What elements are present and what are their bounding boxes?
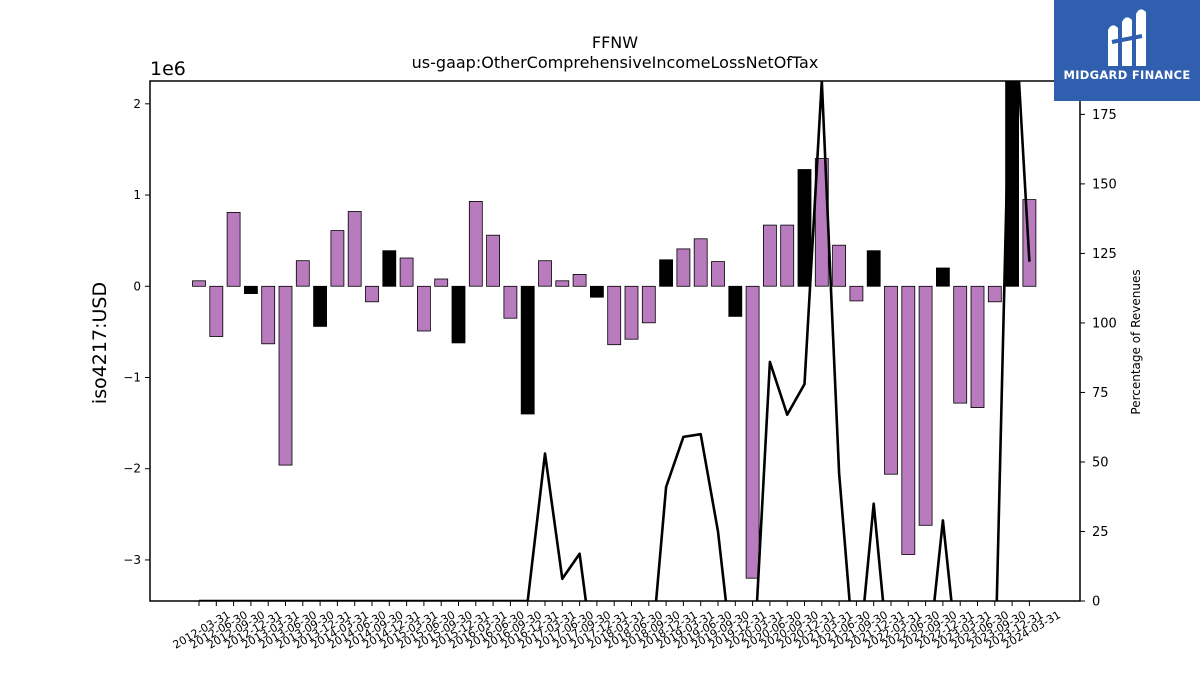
bar	[745, 285, 760, 579]
y2-tick-label: 125	[1092, 247, 1117, 262]
bar	[365, 285, 379, 303]
bar	[434, 278, 449, 287]
bar	[780, 224, 795, 287]
brand-name: MIDGARD FINANCE	[1063, 68, 1191, 82]
bar	[953, 285, 968, 404]
bar	[278, 285, 293, 466]
bar	[520, 285, 535, 415]
y2-tick-label: 0	[1092, 595, 1100, 610]
bar	[884, 285, 898, 475]
bar	[468, 200, 483, 287]
bar	[676, 248, 691, 287]
bar	[624, 285, 639, 340]
bar	[330, 230, 345, 287]
y2-tick-label: 25	[1092, 525, 1109, 540]
plot-frame	[149, 80, 1081, 602]
bar	[763, 224, 777, 287]
y2-tick-label: 100	[1092, 316, 1117, 331]
bar	[243, 285, 258, 294]
bar	[901, 285, 916, 555]
bar	[572, 273, 587, 287]
bar	[555, 280, 570, 287]
bar	[936, 267, 950, 287]
y-tick-label: 0	[133, 279, 141, 293]
bar	[590, 285, 604, 298]
bar	[866, 250, 881, 287]
bar	[313, 285, 328, 327]
y-axis-multiplier: 1e6	[150, 58, 186, 80]
plot-inner	[192, 81, 1037, 601]
bar	[918, 285, 933, 526]
brand-logo: MIDGARD FINANCE	[1054, 0, 1200, 101]
bar	[711, 261, 725, 287]
bar	[382, 250, 397, 287]
bar	[659, 259, 673, 287]
bar	[209, 285, 224, 337]
bar	[192, 280, 206, 287]
y-tick-label: 2	[133, 97, 141, 111]
y2-tick-label: 150	[1092, 177, 1117, 192]
midgard-logo-icon	[1108, 9, 1146, 66]
bar	[226, 211, 241, 287]
bar	[503, 285, 518, 319]
bar	[261, 285, 276, 345]
bar	[832, 244, 846, 287]
chart-subtitle: us-gaap:OtherComprehensiveIncomeLossNetO…	[412, 53, 819, 72]
bar	[416, 285, 431, 332]
y-tick-label: −2	[123, 462, 141, 476]
y-axis-label: iso4217:USD	[89, 282, 111, 404]
y2-tick-label: 75	[1092, 386, 1109, 401]
bar	[970, 285, 985, 408]
bar	[797, 169, 812, 287]
plot-area: −3−2−101202550751001251501752012-03-3120…	[123, 80, 1117, 652]
y-tick-label: 1	[133, 188, 141, 202]
bar	[486, 234, 501, 287]
chart-title: FFNW	[592, 33, 638, 52]
bar	[849, 285, 864, 302]
bar	[451, 285, 466, 344]
bar	[538, 260, 552, 287]
bar	[607, 285, 622, 346]
bar	[295, 260, 310, 287]
bar	[347, 211, 362, 287]
y2-tick-label: 175	[1092, 108, 1117, 123]
bar	[987, 285, 1002, 303]
y2-tick-label: 50	[1092, 455, 1109, 470]
bar	[641, 285, 656, 324]
bar	[728, 285, 743, 317]
y-tick-label: −3	[123, 553, 141, 567]
bar	[399, 257, 414, 287]
y2-axis-label: Percentage of Revenues	[1129, 269, 1143, 414]
y-tick-label: −1	[123, 370, 141, 384]
bar	[693, 238, 708, 287]
